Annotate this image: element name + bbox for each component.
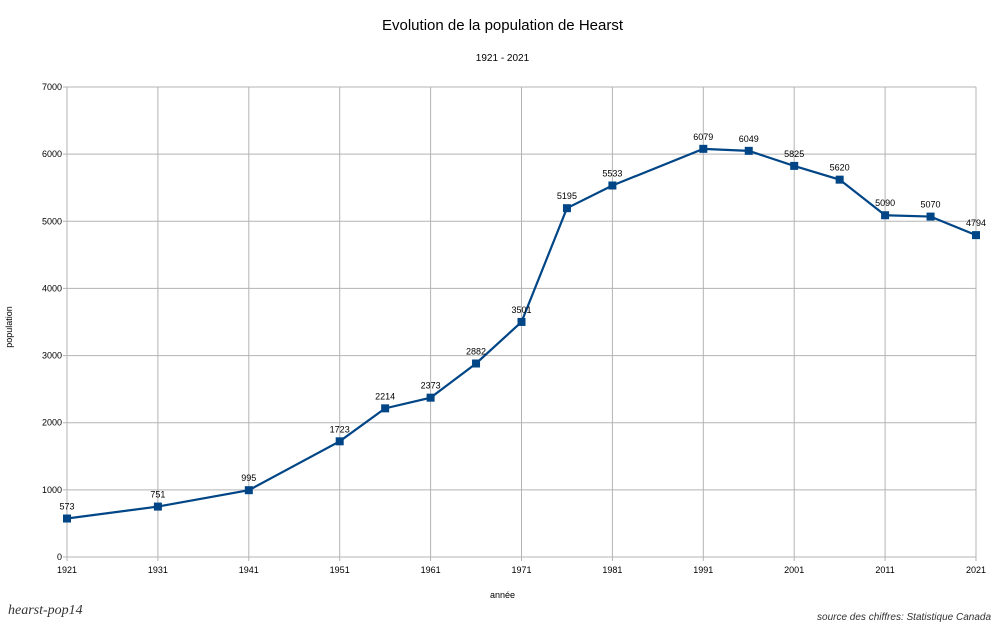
data-label: 2373 bbox=[421, 381, 441, 391]
data-point bbox=[153, 502, 162, 511]
data-point bbox=[699, 144, 708, 153]
data-label: 5533 bbox=[602, 168, 622, 178]
data-point bbox=[426, 393, 435, 402]
data-label: 5195 bbox=[557, 191, 577, 201]
x-tick-label: 1951 bbox=[330, 565, 350, 575]
data-point bbox=[744, 146, 753, 155]
data-point bbox=[472, 359, 481, 368]
y-tick-label: 1000 bbox=[42, 485, 62, 495]
data-point bbox=[244, 486, 253, 495]
source-note: source des chiffres: Statistique Canada bbox=[817, 612, 991, 623]
data-label: 1723 bbox=[330, 424, 350, 434]
x-tick-label: 1941 bbox=[239, 565, 259, 575]
data-label: 5825 bbox=[784, 149, 804, 159]
x-tick-label: 1961 bbox=[421, 565, 441, 575]
x-tick-label: 2021 bbox=[966, 565, 986, 575]
data-label: 6049 bbox=[739, 134, 759, 144]
data-point bbox=[608, 181, 617, 190]
data-point bbox=[835, 175, 844, 184]
data-point bbox=[881, 211, 890, 220]
data-label: 995 bbox=[241, 473, 256, 483]
data-label: 3501 bbox=[511, 305, 531, 315]
x-tick-label: 1921 bbox=[57, 565, 77, 575]
y-tick-label: 4000 bbox=[42, 283, 62, 293]
data-label: 5070 bbox=[921, 200, 941, 210]
y-tick-label: 3000 bbox=[42, 351, 62, 361]
data-point bbox=[335, 437, 344, 446]
data-point bbox=[517, 317, 526, 326]
data-label: 2214 bbox=[375, 391, 395, 401]
chart-subtitle: 1921 - 2021 bbox=[475, 53, 530, 64]
data-label: 573 bbox=[59, 502, 74, 512]
data-label: 5090 bbox=[875, 198, 895, 208]
x-tick-label: 2011 bbox=[875, 565, 894, 575]
data-point bbox=[972, 231, 980, 240]
data-point bbox=[381, 404, 390, 413]
x-axis-label: année bbox=[489, 590, 516, 600]
x-tick-label: 1981 bbox=[602, 565, 622, 575]
y-axis-label: population bbox=[3, 306, 14, 348]
y-tick-label: 7000 bbox=[42, 82, 62, 92]
y-tick-label: 6000 bbox=[42, 149, 62, 159]
data-label: 751 bbox=[150, 490, 165, 500]
y-tick-label: 5000 bbox=[42, 216, 62, 226]
y-tick-label: 0 bbox=[57, 552, 62, 562]
data-label: 4794 bbox=[966, 218, 986, 228]
data-label: 6079 bbox=[693, 132, 713, 142]
x-tick-label: 2001 bbox=[784, 565, 804, 575]
data-point bbox=[63, 514, 71, 523]
data-label: 5620 bbox=[830, 163, 850, 173]
x-tick-label: 1991 bbox=[693, 565, 713, 575]
x-tick-label: 1931 bbox=[148, 565, 168, 575]
x-tick-label: 1971 bbox=[511, 565, 531, 575]
image-tag: hearst-pop14 bbox=[8, 603, 83, 618]
data-point bbox=[790, 161, 799, 170]
data-point bbox=[562, 204, 571, 213]
data-point bbox=[926, 212, 935, 221]
data-label: 2882 bbox=[466, 346, 486, 356]
chart-title: Evolution de la population de Hearst bbox=[382, 17, 623, 34]
y-tick-label: 2000 bbox=[42, 418, 62, 428]
